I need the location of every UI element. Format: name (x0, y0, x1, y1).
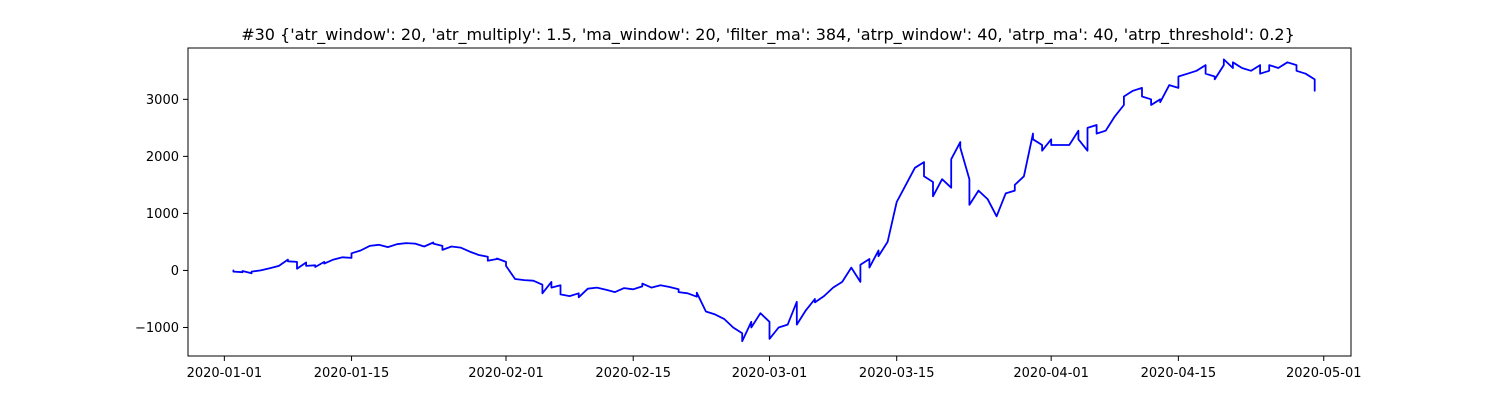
x-tick-label: 2020-03-15 (859, 366, 935, 381)
x-tick-label: 2020-03-01 (732, 366, 808, 381)
y-axis: −1000 0 1000 2000 3000 (135, 93, 188, 336)
x-tick-label: 2020-04-15 (1141, 366, 1217, 381)
y-tick-label: 3000 (146, 93, 179, 108)
x-tick-label: 2020-01-15 (314, 366, 390, 381)
x-tick-label: 2020-02-01 (468, 366, 544, 381)
y-tick-label: 0 (171, 264, 179, 279)
y-tick-label: 2000 (146, 150, 179, 165)
x-axis: 2020-01-01 2020-01-15 2020-02-01 2020-02-15… (187, 356, 1362, 381)
x-tick-label: 2020-02-15 (595, 366, 671, 381)
y-tick-label: −1000 (135, 321, 179, 336)
series-line (232, 58, 1316, 343)
x-tick-label: 2020-01-01 (187, 366, 263, 381)
x-tick-label: 2020-05-01 (1286, 366, 1362, 381)
series-layer (232, 58, 1316, 343)
x-tick-label: 2020-04-01 (1013, 366, 1089, 381)
plot-area-frame (187, 47, 1352, 357)
chart-title: #30 {'atr_window': 20, 'atr_multiply': 1… (241, 25, 1295, 45)
y-tick-label: 1000 (146, 207, 179, 222)
